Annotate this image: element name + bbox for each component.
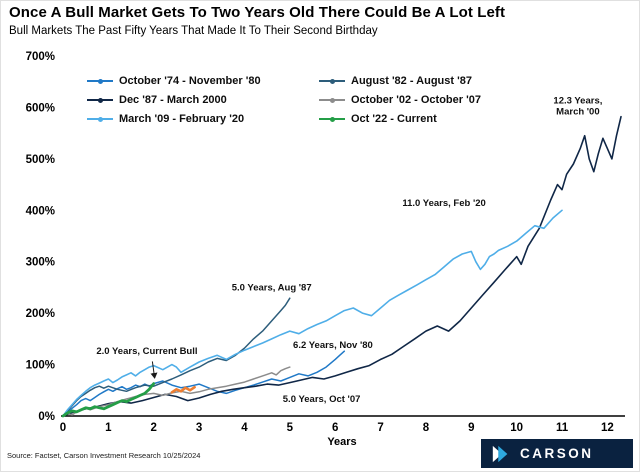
y-tick-label: 400% <box>26 205 55 217</box>
y-tick-label: 200% <box>26 308 55 320</box>
series-line-august-82-august-87 <box>62 297 291 417</box>
y-tick-label: 100% <box>26 360 55 372</box>
carson-logo: CARSON <box>481 439 633 468</box>
x-tick-label: 2 <box>151 422 157 434</box>
x-axis-title: Years <box>327 436 357 448</box>
legend-label: Oct '22 - Current <box>351 113 437 125</box>
x-tick-label: 6 <box>332 422 338 434</box>
y-tick-label: 500% <box>26 154 55 166</box>
annotation-label: 6.2 Years, Nov '80 <box>293 340 373 351</box>
x-tick-label: 11 <box>556 422 569 434</box>
legend-item: Dec '87 - March 2000 <box>87 94 305 106</box>
legend-item: October '74 - November '80 <box>87 75 305 87</box>
legend-label: August '82 - August '87 <box>351 75 472 87</box>
annotation-label: 2.0 Years, Current Bull <box>96 346 197 357</box>
x-tick-label: 0 <box>60 422 66 434</box>
annotation-label: 12.3 Years, <box>553 95 602 106</box>
annotation-arrow <box>150 361 158 379</box>
x-tick-label: 10 <box>510 422 523 434</box>
carson-logo-text: CARSON <box>520 446 594 461</box>
chart-subtitle: Bull Markets The Past Fifty Years That M… <box>9 25 378 37</box>
series-line-oct-22-current <box>61 382 156 418</box>
carson-arrow-icon <box>492 445 508 462</box>
y-tick-label: 0% <box>38 411 55 423</box>
chart-title: Once A Bull Market Gets To Two Years Old… <box>9 4 506 21</box>
x-tick-label: 7 <box>377 422 383 434</box>
x-tick-label: 9 <box>468 422 474 434</box>
legend-label: October '02 - October '07 <box>351 94 481 106</box>
legend-swatch <box>87 96 113 104</box>
chart-legend: October '74 - November '80 August '82 - A… <box>87 75 481 125</box>
legend-item: March '09 - February '20 <box>87 113 305 125</box>
series-line-dec-87-march-2000 <box>62 115 622 417</box>
legend-label: October '74 - November '80 <box>119 75 261 87</box>
legend-swatch <box>319 77 345 85</box>
annotation-label: 5.0 Years, Oct '07 <box>283 394 361 405</box>
legend-item: August '82 - August '87 <box>319 75 481 87</box>
annotation-label: March '00 <box>556 106 599 117</box>
series-line-october-74-november-80 <box>62 350 346 417</box>
series-line-march-09-february-20 <box>62 209 563 417</box>
y-tick-label: 700% <box>26 51 55 63</box>
series-line-orange-highlight-segment <box>170 385 196 394</box>
x-tick-label: 3 <box>196 422 202 434</box>
x-tick-label: 8 <box>423 422 430 434</box>
y-tick-label: 600% <box>26 102 55 114</box>
x-tick-label: 1 <box>105 422 112 434</box>
legend-swatch <box>319 115 345 123</box>
legend-swatch <box>87 77 113 85</box>
x-tick-label: 4 <box>241 422 248 434</box>
source-note: Source: Factset, Carson Investment Resea… <box>7 451 201 460</box>
legend-label: March '09 - February '20 <box>119 113 245 125</box>
annotation-label: 5.0 Years, Aug '87 <box>232 283 312 294</box>
legend-label: Dec '87 - March 2000 <box>119 94 227 106</box>
annotation-label: 11.0 Years, Feb '20 <box>402 198 485 209</box>
legend-swatch <box>319 96 345 104</box>
x-tick-label: 5 <box>287 422 294 434</box>
x-tick-label: 12 <box>601 422 614 434</box>
legend-swatch <box>87 115 113 123</box>
y-tick-label: 300% <box>26 257 55 269</box>
legend-item: Oct '22 - Current <box>319 113 481 125</box>
legend-item: October '02 - October '07 <box>319 94 481 106</box>
